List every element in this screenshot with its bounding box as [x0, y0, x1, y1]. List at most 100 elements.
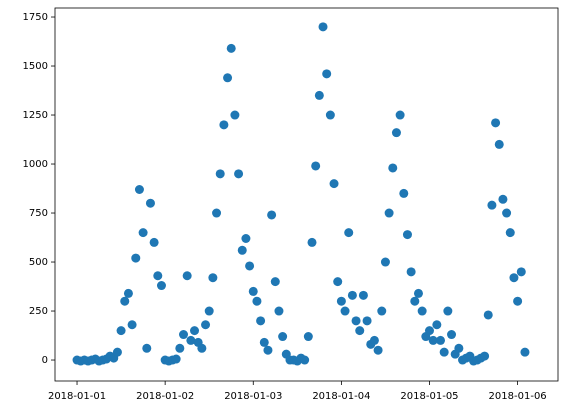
point — [336, 296, 346, 306]
point — [234, 169, 244, 179]
point — [131, 253, 141, 263]
point — [333, 277, 343, 287]
point — [259, 337, 269, 347]
point — [270, 277, 280, 287]
x-tick-label: 2018-01-02 — [136, 391, 194, 402]
point — [498, 194, 508, 204]
point — [263, 345, 273, 355]
point — [388, 163, 398, 173]
point — [215, 169, 225, 179]
point — [300, 355, 310, 365]
point — [454, 343, 464, 353]
point — [417, 306, 427, 316]
point — [399, 188, 409, 198]
point — [447, 330, 457, 340]
point — [303, 332, 313, 342]
point — [145, 198, 155, 208]
point — [153, 271, 163, 281]
y-tick-label: 500 — [29, 257, 48, 268]
point — [241, 234, 251, 244]
point — [204, 306, 214, 316]
point — [171, 354, 181, 364]
y-tick-label: 1500 — [23, 61, 48, 72]
point — [278, 332, 288, 342]
point — [402, 230, 412, 240]
point — [439, 347, 449, 357]
point — [410, 296, 420, 306]
point — [505, 228, 515, 238]
point — [351, 316, 361, 326]
point — [182, 271, 192, 281]
point — [355, 326, 365, 336]
x-tick-label: 2018-01-04 — [312, 391, 370, 402]
point — [226, 43, 236, 53]
y-tick-label: 0 — [42, 355, 48, 366]
point — [494, 139, 504, 149]
point — [344, 228, 354, 238]
point — [377, 306, 387, 316]
point — [175, 343, 185, 353]
point — [208, 273, 218, 283]
point — [424, 326, 434, 336]
point — [509, 273, 519, 283]
y-tick-label: 750 — [29, 208, 48, 219]
point — [502, 208, 512, 218]
point — [179, 330, 189, 340]
point — [395, 110, 405, 120]
point — [223, 73, 233, 83]
point — [325, 110, 335, 120]
point — [443, 306, 453, 316]
point — [487, 200, 497, 210]
point — [432, 320, 442, 330]
point — [230, 110, 240, 120]
point — [436, 335, 446, 345]
point — [311, 161, 321, 171]
point — [347, 290, 357, 300]
point — [127, 320, 137, 330]
point — [491, 118, 501, 128]
point — [413, 288, 423, 298]
point — [373, 345, 383, 355]
point — [212, 208, 222, 218]
point — [428, 335, 438, 345]
y-tick-label: 1250 — [23, 110, 48, 121]
point — [380, 257, 390, 267]
point — [186, 335, 196, 345]
point — [340, 306, 350, 316]
point — [134, 185, 144, 195]
point — [362, 316, 372, 326]
point — [314, 90, 324, 100]
point — [406, 267, 416, 277]
point — [384, 208, 394, 218]
point — [358, 290, 368, 300]
point — [483, 310, 493, 320]
point — [480, 351, 490, 361]
point — [520, 347, 530, 357]
point — [318, 22, 328, 32]
point — [369, 335, 379, 345]
point — [307, 237, 317, 247]
point — [197, 343, 207, 353]
x-tick-label: 2018-01-03 — [224, 391, 282, 402]
point — [237, 245, 247, 255]
point — [329, 179, 339, 189]
point — [274, 306, 284, 316]
point — [322, 69, 332, 79]
point — [112, 347, 122, 357]
point — [120, 296, 130, 306]
y-tick-label: 1750 — [23, 12, 48, 23]
y-tick-label: 250 — [29, 306, 48, 317]
point — [516, 267, 526, 277]
point — [201, 320, 211, 330]
point — [391, 128, 401, 138]
point — [252, 296, 262, 306]
point — [267, 210, 277, 220]
point — [248, 286, 258, 296]
point — [245, 261, 255, 271]
point — [138, 228, 148, 238]
y-tick-label: 1000 — [23, 159, 48, 170]
x-tick-label: 2018-01-06 — [489, 391, 547, 402]
x-tick-label: 2018-01-01 — [48, 391, 106, 402]
point — [149, 237, 159, 247]
